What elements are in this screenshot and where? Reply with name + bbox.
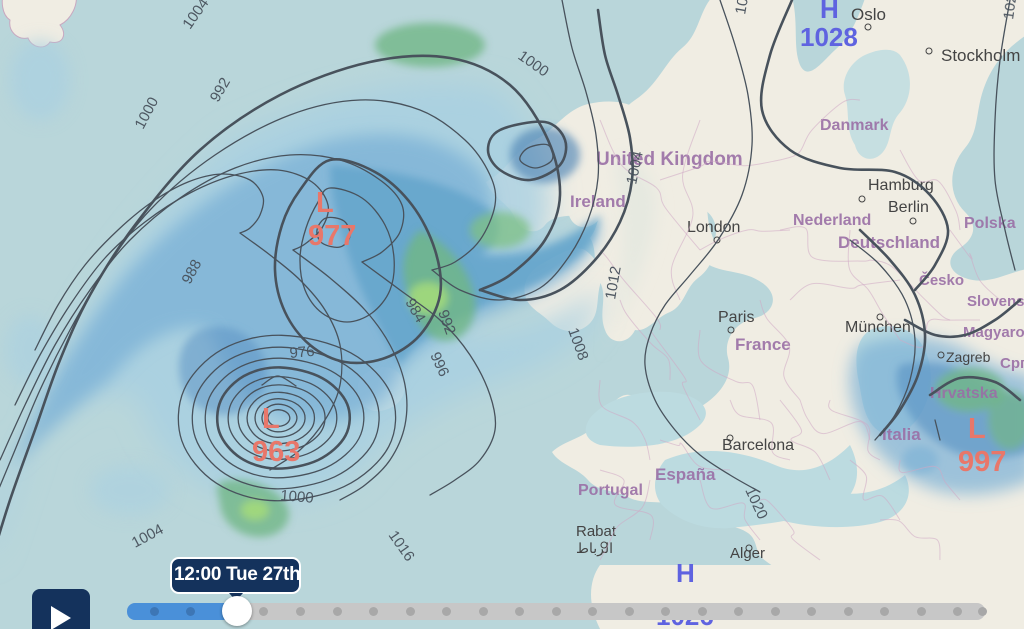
svg-text:Portugal: Portugal bbox=[578, 482, 643, 499]
svg-text:Српи: Српи bbox=[1000, 355, 1024, 372]
svg-text:Hamburg: Hamburg bbox=[868, 177, 934, 194]
svg-text:Danmark: Danmark bbox=[820, 117, 889, 134]
svg-text:977: 977 bbox=[308, 220, 356, 252]
svg-text:1000: 1000 bbox=[280, 487, 315, 507]
svg-text:الرباط: الرباط bbox=[576, 540, 613, 557]
svg-text:London: London bbox=[687, 219, 740, 236]
svg-text:Rabat: Rabat bbox=[576, 523, 617, 540]
svg-text:France: France bbox=[735, 335, 791, 354]
svg-text:976: 976 bbox=[289, 343, 315, 362]
svg-text:L: L bbox=[262, 403, 280, 435]
svg-text:Nederland: Nederland bbox=[793, 212, 871, 229]
svg-text:München: München bbox=[845, 319, 911, 336]
svg-text:Zagreb: Zagreb bbox=[946, 349, 991, 365]
svg-text:Česko: Česko bbox=[919, 271, 964, 289]
svg-text:L: L bbox=[968, 413, 986, 445]
svg-text:997: 997 bbox=[958, 446, 1006, 478]
svg-text:1026: 1026 bbox=[656, 601, 714, 629]
svg-text:España: España bbox=[655, 465, 716, 484]
svg-text:Italia: Italia bbox=[882, 425, 921, 444]
svg-text:Stockholm: Stockholm bbox=[941, 46, 1020, 65]
svg-text:Berlin: Berlin bbox=[888, 199, 929, 216]
svg-text:Paris: Paris bbox=[718, 309, 754, 326]
svg-text:Polska: Polska bbox=[964, 215, 1016, 232]
svg-text:L: L bbox=[316, 187, 334, 219]
svg-text:Ireland: Ireland bbox=[570, 192, 626, 211]
svg-text:H: H bbox=[676, 558, 695, 588]
svg-text:1028: 1028 bbox=[800, 22, 858, 52]
svg-text:Alger: Alger bbox=[730, 545, 765, 562]
svg-text:H: H bbox=[820, 0, 839, 24]
svg-text:963: 963 bbox=[252, 436, 300, 468]
